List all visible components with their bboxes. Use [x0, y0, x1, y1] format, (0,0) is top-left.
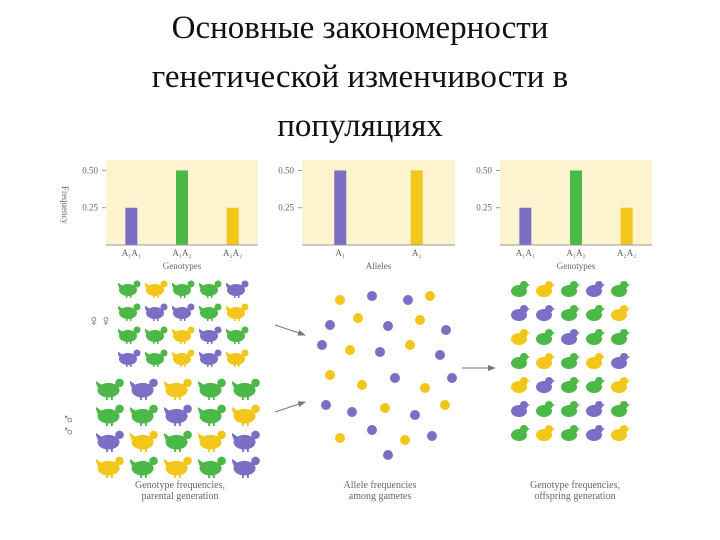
y-axis-label: Frequency — [60, 186, 70, 224]
x-tick-label: A₁A₂ — [172, 248, 191, 258]
offspring-chicks — [511, 281, 630, 441]
slide-title: Основные закономерности генетической изм… — [151, 10, 569, 144]
gametes — [317, 291, 457, 460]
x-axis-label: Genotypes — [163, 261, 202, 271]
bar — [570, 170, 582, 245]
x-tick-label: A₁A₂ — [566, 248, 585, 258]
parental-roosters — [96, 378, 260, 478]
x-axis-label: Genotypes — [557, 261, 596, 271]
bar — [410, 170, 423, 245]
caption: among gametes — [349, 491, 412, 502]
bar — [226, 207, 239, 245]
caption: parental generation — [142, 491, 219, 502]
x-tick-label: A₂A₂ — [617, 248, 636, 258]
x-tick-label: A₁A₁ — [516, 248, 535, 258]
y-tick-label: 0.25 — [278, 203, 294, 213]
plot-area — [302, 160, 455, 245]
caption: offspring generation — [534, 491, 615, 502]
female-symbol: ♀♀ — [88, 313, 112, 330]
parental-hens — [118, 280, 249, 367]
x-tick-label: A₁A₁ — [122, 248, 141, 258]
bar — [334, 170, 347, 245]
male-symbol: ♂♂ — [61, 413, 78, 437]
x-axis-label: Alleles — [366, 261, 392, 271]
caption: Genotype frequencies, — [530, 480, 620, 491]
x-tick-label: A₂ — [412, 248, 422, 258]
y-tick-label: 0.25 — [82, 203, 98, 213]
bar — [620, 207, 633, 245]
bar — [519, 207, 532, 245]
arrows — [274, 324, 496, 413]
y-tick-label: 0.50 — [82, 165, 98, 175]
y-tick-label: 0.25 — [476, 203, 492, 213]
y-tick-label: 0.50 — [476, 165, 492, 175]
bar — [176, 170, 188, 245]
caption: Genotype frequencies, — [135, 480, 225, 491]
bar — [125, 207, 138, 245]
caption: Allele frequencies — [343, 480, 416, 491]
y-tick-label: 0.50 — [278, 165, 294, 175]
x-tick-label: A₁ — [335, 248, 345, 258]
x-tick-label: A₂A₂ — [223, 248, 242, 258]
